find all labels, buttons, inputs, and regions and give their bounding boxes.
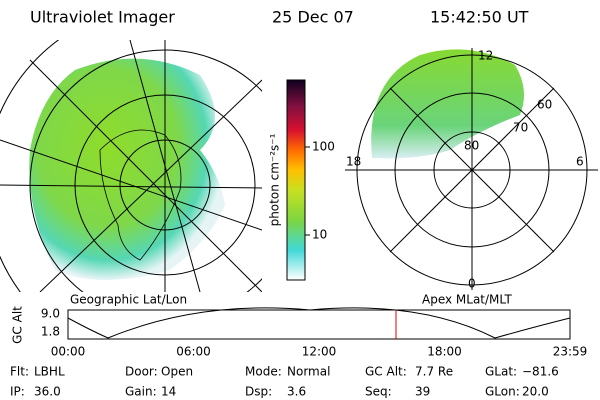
info-value: 36.0: [34, 385, 61, 399]
info-value: 7.7 Re: [415, 365, 453, 379]
mlt-label: 0: [468, 277, 476, 291]
info-value: 14: [161, 385, 176, 399]
info-label: GLat:: [485, 365, 517, 379]
lat-label: 80: [464, 139, 479, 153]
info-value: 39: [415, 385, 430, 399]
lat-label: 70: [513, 121, 528, 135]
date: 25 Dec 07: [272, 8, 354, 27]
geo-map: [0, 40, 262, 292]
strip-xtick: 00:00: [51, 345, 86, 359]
title: Ultraviolet Imager: [30, 8, 175, 27]
info-label: Mode:: [245, 365, 282, 379]
info-label: GC Alt:: [365, 365, 407, 379]
polar-plot: [345, 48, 598, 290]
info-label: Door:: [125, 365, 158, 379]
altitude-strip: [67, 307, 571, 340]
info-value: LBHL: [34, 365, 65, 379]
strip-axis-label: GC Alt: [11, 306, 25, 344]
strip-xtick: 06:00: [176, 345, 211, 359]
left-caption: Geographic Lat/Lon: [70, 293, 187, 307]
strip-ytick: 1.8: [41, 325, 60, 339]
info-value: −81.6: [522, 365, 559, 379]
strip-xtick: 23:59: [553, 345, 588, 359]
info-value: 3.6: [287, 385, 306, 399]
mlt-label: 6: [576, 155, 584, 169]
info-label: IP:: [10, 385, 25, 399]
time: 15:42:50 UT: [430, 8, 529, 27]
info-value: 20.0: [522, 385, 549, 399]
strip-xtick: 12:00: [302, 345, 337, 359]
strip-ytick: 9.0: [41, 307, 60, 321]
colorbar-label: photon cm⁻²s⁻¹: [268, 133, 282, 226]
info-value: Open: [161, 365, 193, 379]
colorbar: [286, 79, 306, 281]
info-label: Dsp:: [245, 385, 272, 399]
strip-xtick: 18:00: [427, 345, 462, 359]
info-label: Seq:: [365, 385, 392, 399]
info-label: GLon:: [485, 385, 520, 399]
info-label: Flt:: [10, 365, 29, 379]
info-value: Normal: [287, 365, 330, 379]
colorbar-tick: 10: [312, 228, 327, 242]
mlt-label: 12: [478, 49, 493, 63]
info-label: Gain:: [125, 385, 157, 399]
lat-label: 60: [537, 98, 552, 112]
mlt-label: 18: [346, 155, 361, 169]
colorbar-tick: 100: [312, 140, 335, 154]
right-caption: Apex MLat/MLT: [422, 293, 512, 307]
